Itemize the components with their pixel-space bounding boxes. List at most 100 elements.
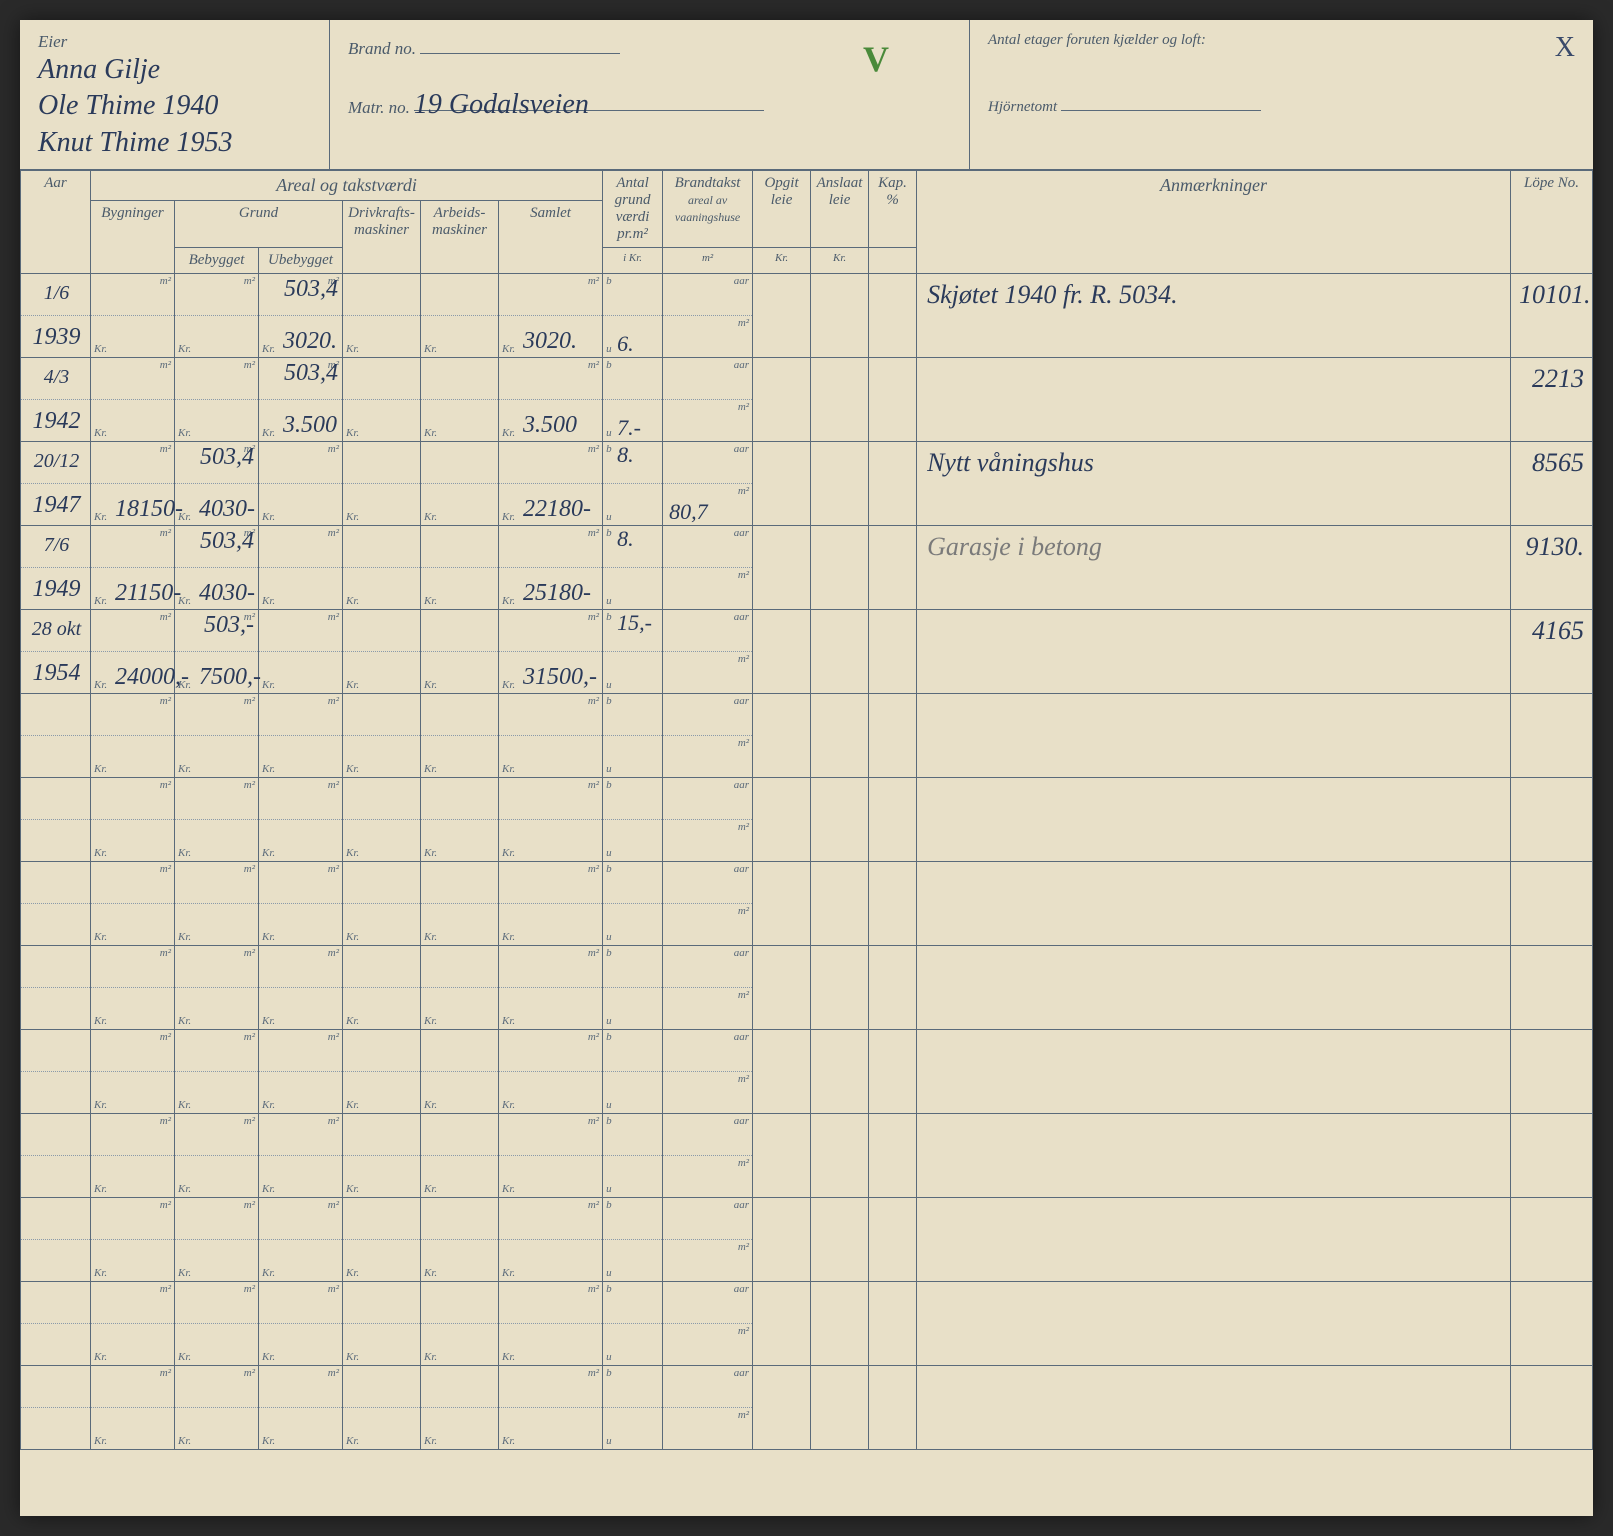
opgit-cell	[753, 358, 811, 442]
data-cell: m² Kr.	[259, 1030, 343, 1114]
opgit-cell	[753, 1366, 811, 1450]
opgit-cell	[753, 1030, 811, 1114]
table-row: 20/12 1947 m² Kr.18150- m²503,4 Kr.4030-…	[21, 442, 1593, 526]
data-cell: m² Kr.	[175, 862, 259, 946]
table-row: m² Kr. m² Kr. m² Kr. Kr. Kr. m² Kr. b u …	[21, 1030, 1593, 1114]
anm-cell	[917, 610, 1511, 694]
x-mark-icon: X	[1555, 32, 1575, 64]
data-cell: m² Kr.	[499, 862, 603, 946]
anslaat-cell	[811, 526, 869, 610]
data-cell: m² Kr.	[175, 274, 259, 358]
anm-cell	[917, 1114, 1511, 1198]
antal-cell: b8. u	[603, 442, 663, 526]
data-cell: m² Kr.24000,-	[91, 610, 175, 694]
antal-etager-label: Antal etager foruten kjælder og loft:	[988, 32, 1575, 49]
table-row: m² Kr. m² Kr. m² Kr. Kr. Kr. m² Kr. b u …	[21, 1198, 1593, 1282]
th-opgit-sub: Kr.	[753, 248, 811, 274]
th-bebygget: Bebygget	[175, 248, 259, 274]
data-cell: m² Kr.22180-	[499, 442, 603, 526]
lope-cell: 10101.	[1511, 274, 1593, 358]
lope-cell: 9130.	[1511, 526, 1593, 610]
anm-cell	[917, 862, 1511, 946]
data-cell: Kr.	[343, 694, 421, 778]
opgit-cell	[753, 1282, 811, 1366]
data-cell: m² Kr.	[175, 694, 259, 778]
anm-cell	[917, 358, 1511, 442]
data-cell: Kr.	[343, 610, 421, 694]
data-cell: m² Kr.	[259, 862, 343, 946]
table-body: 1/6 1939 m² Kr. m² Kr. m²503,4 Kr.3020. …	[21, 274, 1593, 1450]
data-cell: m² Kr.	[91, 274, 175, 358]
anslaat-cell	[811, 358, 869, 442]
kap-cell	[869, 1282, 917, 1366]
data-cell: m² Kr.	[259, 442, 343, 526]
data-cell: m² Kr.21150-	[91, 526, 175, 610]
table-row: m² Kr. m² Kr. m² Kr. Kr. Kr. m² Kr. b u …	[21, 1366, 1593, 1450]
data-cell: m² Kr.	[91, 358, 175, 442]
data-cell: m²503,- Kr.7500,-	[175, 610, 259, 694]
th-aar: Aar	[21, 171, 91, 274]
lope-cell: 2213	[1511, 358, 1593, 442]
kap-cell	[869, 1114, 917, 1198]
hjornetomt-value	[1061, 89, 1261, 111]
table-row: m² Kr. m² Kr. m² Kr. Kr. Kr. m² Kr. b u …	[21, 1114, 1593, 1198]
brandtakst-cell: aar m²	[663, 946, 753, 1030]
data-cell: Kr.	[421, 442, 499, 526]
th-antal-sub: i Kr.	[603, 248, 663, 274]
anslaat-cell	[811, 1030, 869, 1114]
year-cell: 7/6 1949	[21, 526, 91, 610]
brandtakst-cell: aar m²	[663, 1282, 753, 1366]
brandtakst-cell: aar m²	[663, 1030, 753, 1114]
anm-cell: Nytt våningshus	[917, 442, 1511, 526]
table-row: 1/6 1939 m² Kr. m² Kr. m²503,4 Kr.3020. …	[21, 274, 1593, 358]
data-cell: m² Kr.	[175, 1030, 259, 1114]
brandtakst-cell: aar m²	[663, 274, 753, 358]
kap-cell	[869, 862, 917, 946]
data-cell: m²503,4 Kr.3020.	[259, 274, 343, 358]
antal-cell: b u	[603, 1282, 663, 1366]
anm-cell: Skjøtet 1940 fr. R. 5034.	[917, 274, 1511, 358]
owner-line-3: Knut Thime 1953	[38, 125, 311, 161]
year-cell	[21, 778, 91, 862]
data-cell: Kr.	[343, 1114, 421, 1198]
data-cell: m² Kr.	[175, 1198, 259, 1282]
data-cell: Kr.	[421, 274, 499, 358]
data-cell: m² Kr.	[91, 694, 175, 778]
anm-cell	[917, 1282, 1511, 1366]
opgit-cell	[753, 526, 811, 610]
data-cell: m² Kr.	[91, 1114, 175, 1198]
table-row: m² Kr. m² Kr. m² Kr. Kr. Kr. m² Kr. b u …	[21, 1282, 1593, 1366]
kap-cell	[869, 946, 917, 1030]
data-cell: m² Kr.	[259, 694, 343, 778]
data-cell: Kr.	[421, 946, 499, 1030]
th-samlet: Samlet	[499, 201, 603, 274]
year-cell	[21, 1114, 91, 1198]
anm-cell	[917, 1366, 1511, 1450]
data-cell: Kr.	[421, 610, 499, 694]
data-cell: Kr.	[343, 1198, 421, 1282]
antal-cell: b u	[603, 1366, 663, 1450]
brandtakst-cell: aar m²	[663, 1114, 753, 1198]
data-cell: m² Kr.	[91, 1198, 175, 1282]
data-cell: m² Kr.	[91, 778, 175, 862]
antal-cell: b u	[603, 1030, 663, 1114]
antal-cell: b u	[603, 1114, 663, 1198]
antal-cell: b u	[603, 694, 663, 778]
lope-cell	[1511, 1366, 1593, 1450]
year-cell: 1/6 1939	[21, 274, 91, 358]
th-brandtakst-sub: m²	[663, 248, 753, 274]
data-cell: m² Kr.	[259, 1198, 343, 1282]
data-cell: Kr.	[343, 442, 421, 526]
data-cell: m² Kr.	[91, 1030, 175, 1114]
antal-cell: b8. u	[603, 526, 663, 610]
matr-value: 19 Godalsveien	[414, 89, 764, 111]
data-cell: m² Kr.	[175, 1114, 259, 1198]
year-cell	[21, 694, 91, 778]
opgit-cell	[753, 1198, 811, 1282]
data-cell: m² Kr.	[259, 1114, 343, 1198]
brandtakst-cell: aar m²	[663, 358, 753, 442]
kap-cell	[869, 694, 917, 778]
brandtakst-cell: aar m²	[663, 862, 753, 946]
anm-cell	[917, 694, 1511, 778]
year-cell	[21, 946, 91, 1030]
